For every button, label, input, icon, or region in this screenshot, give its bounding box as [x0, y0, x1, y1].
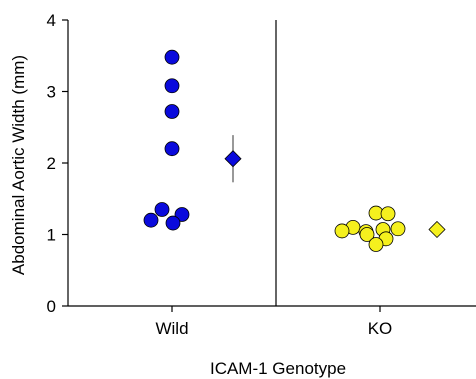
data-point — [164, 78, 180, 94]
data-point — [164, 49, 180, 65]
y-axis-label: Abdominal Aortic Width (mm) — [9, 55, 28, 275]
y-tick-label: 2 — [47, 154, 56, 173]
x-tick-label: KO — [368, 319, 393, 338]
data-point — [165, 215, 181, 231]
axes — [67, 20, 476, 307]
data-point — [368, 237, 384, 252]
data-point — [174, 207, 190, 222]
data-point — [154, 202, 170, 217]
data-points — [143, 49, 446, 252]
data-point — [380, 206, 396, 222]
data-point — [390, 221, 406, 237]
mean-marker — [428, 220, 446, 239]
data-point — [143, 212, 159, 228]
y-ticks: 0 1 2 3 4 Wild KO — [47, 11, 393, 338]
y-tick-label: 3 — [47, 83, 56, 102]
data-point — [334, 223, 350, 239]
data-point — [164, 141, 180, 157]
mean-marker — [224, 150, 242, 168]
y-tick-label: 4 — [47, 11, 56, 30]
x-axis-label: ICAM-1 Genotype — [210, 359, 346, 378]
x-tick-label: Wild — [155, 319, 188, 338]
data-point — [359, 227, 375, 242]
y-tick-label: 0 — [47, 297, 56, 316]
data-point — [164, 104, 180, 119]
y-tick-label: 1 — [47, 226, 56, 245]
